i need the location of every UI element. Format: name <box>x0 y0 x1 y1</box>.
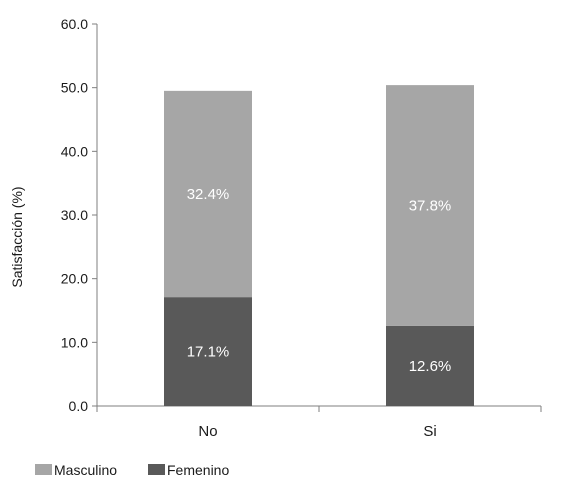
bar-femenino-si <box>386 325 474 406</box>
legend-label-masculino: Masculino <box>54 462 117 478</box>
y-tick-label: 10.0 <box>61 334 88 350</box>
y-axis-title: Satisfacción (%) <box>9 186 25 287</box>
y-tick-label: 40.0 <box>61 143 88 159</box>
chart-bars <box>164 85 474 406</box>
legend-swatch-femenino <box>148 464 165 475</box>
data-label-femenino-si: 12.6% <box>409 358 452 375</box>
bar-masculino-no <box>164 90 252 298</box>
x-category-label: Si <box>423 423 436 440</box>
chart-data-labels: 17.1% 32.4% 12.6% 37.8% <box>187 186 452 375</box>
y-tick-label: 50.0 <box>61 80 88 96</box>
x-category-label: No <box>198 423 217 440</box>
chart-legend: Masculino Femenino <box>35 462 229 478</box>
y-tick-label: 60.0 <box>61 16 88 32</box>
y-tick-label: 20.0 <box>61 271 88 287</box>
bar-femenino-no <box>164 297 252 406</box>
data-label-masculino-si: 37.8% <box>409 197 452 214</box>
bar-masculino-si <box>386 85 474 326</box>
data-label-femenino-no: 17.1% <box>187 344 230 361</box>
data-label-masculino-no: 32.4% <box>187 186 230 203</box>
legend-swatch-masculino <box>35 464 52 475</box>
y-tick-label: 0.0 <box>69 398 89 414</box>
y-tick-label: 30.0 <box>61 207 88 223</box>
legend-label-femenino: Femenino <box>167 462 229 478</box>
